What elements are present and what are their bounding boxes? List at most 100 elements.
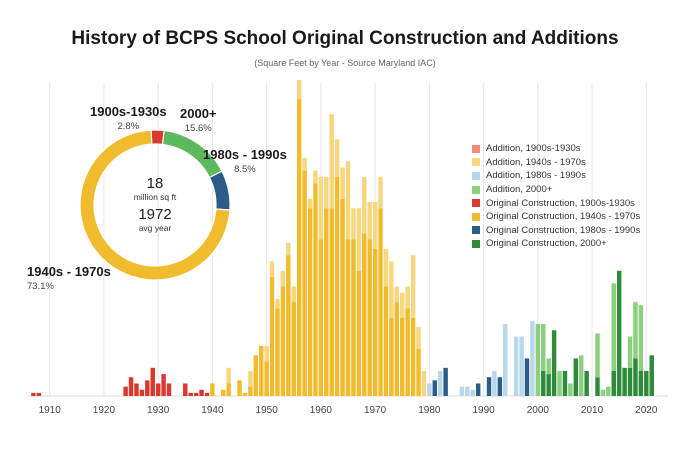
donut-center-year-label: avg year — [138, 223, 172, 233]
bar-addition-1968 — [362, 176, 367, 234]
donut-center: 18 million sq ft 1972 avg year — [95, 175, 215, 237]
bar-addition-1969 — [367, 201, 372, 240]
x-tick-label: 2010 — [581, 405, 604, 416]
legend-item: Addition, 1940s - 1970s — [472, 156, 640, 170]
bar-original-1908 — [36, 392, 42, 396]
bar-original-1973 — [389, 317, 394, 396]
x-tick-label: 1950 — [256, 405, 279, 416]
bar-addition-1988 — [470, 389, 475, 396]
x-tick-label: 1960 — [310, 405, 333, 416]
bar-original-1947 — [248, 386, 253, 396]
legend-label: Addition, 1980s - 1990s — [486, 170, 586, 182]
donut-center-value: 18 — [146, 175, 164, 192]
chart-title: History of BCPS School Original Construc… — [71, 28, 619, 49]
donut-label-name: 1900s-1930s — [90, 104, 167, 119]
legend-item: Addition, 1900s-1930s — [472, 142, 640, 156]
legend-label: Addition, 1900s-1930s — [486, 143, 581, 155]
bar-addition-1970 — [372, 201, 378, 249]
bar-addition-1963 — [334, 139, 340, 177]
bar-original-1928 — [145, 380, 150, 396]
bar-addition-1967 — [356, 208, 362, 271]
legend-swatch — [472, 226, 480, 235]
bar-addition-1957 — [302, 158, 307, 171]
legend-label: Addition, 1940s - 1970s — [486, 156, 586, 168]
bar-original-1977 — [410, 317, 416, 396]
bar-addition-1943 — [226, 367, 231, 384]
bar-addition-1996 — [513, 336, 519, 396]
bar-original-1998 — [524, 358, 530, 396]
x-tick-labels: 1910 1920 1930 1940 1950 1960 1970 1980 1990 2000… — [39, 405, 658, 416]
bar-original-1991 — [486, 377, 492, 396]
bar-addition-1961 — [324, 176, 329, 209]
legend-swatch — [472, 158, 480, 167]
bar-original-1961 — [324, 208, 329, 396]
donut-label-pct: 8.5% — [234, 164, 256, 175]
bar-original-1964 — [340, 198, 345, 396]
donut-label-1980s: 1980s - 1990s 8.5% — [203, 147, 287, 175]
x-tick-label: 1910 — [39, 405, 62, 416]
bar-original-2020 — [644, 370, 649, 396]
bar-addition-1978 — [416, 327, 421, 350]
legend-item: Original Construction, 2000+ — [472, 237, 640, 251]
bar-original-1989 — [475, 383, 481, 396]
bar-original-1924 — [123, 386, 128, 396]
donut-label-1900s: 1900s-1930s 2.8% — [90, 104, 167, 132]
bar-original-1993 — [497, 377, 503, 396]
bar-original-1948 — [253, 355, 259, 396]
bar-addition-1979 — [421, 370, 427, 396]
bar-addition-1997 — [519, 336, 524, 396]
donut-label-name: 1980s - 1990s — [203, 147, 287, 162]
legend: Addition, 1900s-1930s Addition, 1940s - … — [472, 142, 640, 251]
legend-swatch — [472, 239, 480, 248]
bar-addition-1964 — [340, 167, 345, 199]
bar-addition-1952 — [275, 298, 280, 309]
x-tick-label: 1990 — [472, 405, 495, 416]
bar-addition-2017 — [627, 336, 633, 368]
bar-original-1954 — [286, 255, 291, 396]
bar-addition-1982 — [437, 370, 443, 396]
donut-label-1940s: 1940s - 1970s 73.1% — [27, 264, 111, 292]
legend-item: Original Construction, 1980s - 1990s — [472, 224, 640, 238]
donut-label-name: 2000+ — [180, 106, 217, 121]
x-tick-label: 1970 — [364, 405, 387, 416]
legend-item: Original Construction, 1900s-1930s — [472, 196, 640, 210]
bar-original-1932 — [166, 383, 172, 396]
bar-addition-1971 — [378, 176, 383, 209]
bar-addition-1974 — [394, 286, 400, 303]
x-tick-label: 2000 — [527, 405, 550, 416]
bar-addition-1958 — [307, 198, 313, 209]
donut-label-name: 1940s - 1970s — [27, 264, 111, 279]
bar-addition-1977 — [410, 255, 416, 318]
bar-original-2011 — [595, 377, 600, 396]
bar-addition-1962 — [329, 114, 334, 209]
bar-original-1943 — [226, 383, 231, 396]
bar-original-1931 — [161, 374, 166, 396]
bar-addition-1950 — [264, 345, 269, 362]
bar-original-1939 — [204, 392, 210, 396]
bar-original-1953 — [280, 286, 286, 396]
bar-original-1968 — [362, 233, 367, 396]
bar-original-1930 — [155, 383, 161, 396]
legend-label: Original Construction, 1900s-1930s — [486, 197, 635, 209]
legend-label: Original Construction, 1980s - 1990s — [486, 224, 641, 236]
donut-label-pct: 73.1% — [27, 281, 54, 292]
bar-original-2021 — [649, 355, 654, 396]
bar-original-1966 — [351, 239, 356, 396]
bar-addition-1960 — [318, 176, 324, 240]
bar-original-1907 — [31, 392, 36, 396]
chart-subtitle: (Square Feet by Year - Source Maryland I… — [254, 58, 436, 68]
bar-original-2009 — [584, 370, 589, 396]
bar-original-1940 — [210, 383, 215, 396]
bar-original-1970 — [372, 248, 378, 396]
bar-original-2016 — [622, 367, 627, 396]
bar-addition-1980 — [427, 383, 432, 396]
bar-addition-1992 — [492, 370, 497, 396]
bar-addition-1947 — [248, 370, 253, 387]
bar-addition-1953 — [280, 270, 286, 287]
bar-original-2018 — [633, 358, 638, 396]
bar-original-1956 — [296, 98, 302, 397]
donut-label-pct: 2.8% — [117, 121, 140, 132]
bar-original-1949 — [258, 345, 264, 396]
legend-label: Addition, 2000+ — [486, 184, 553, 196]
